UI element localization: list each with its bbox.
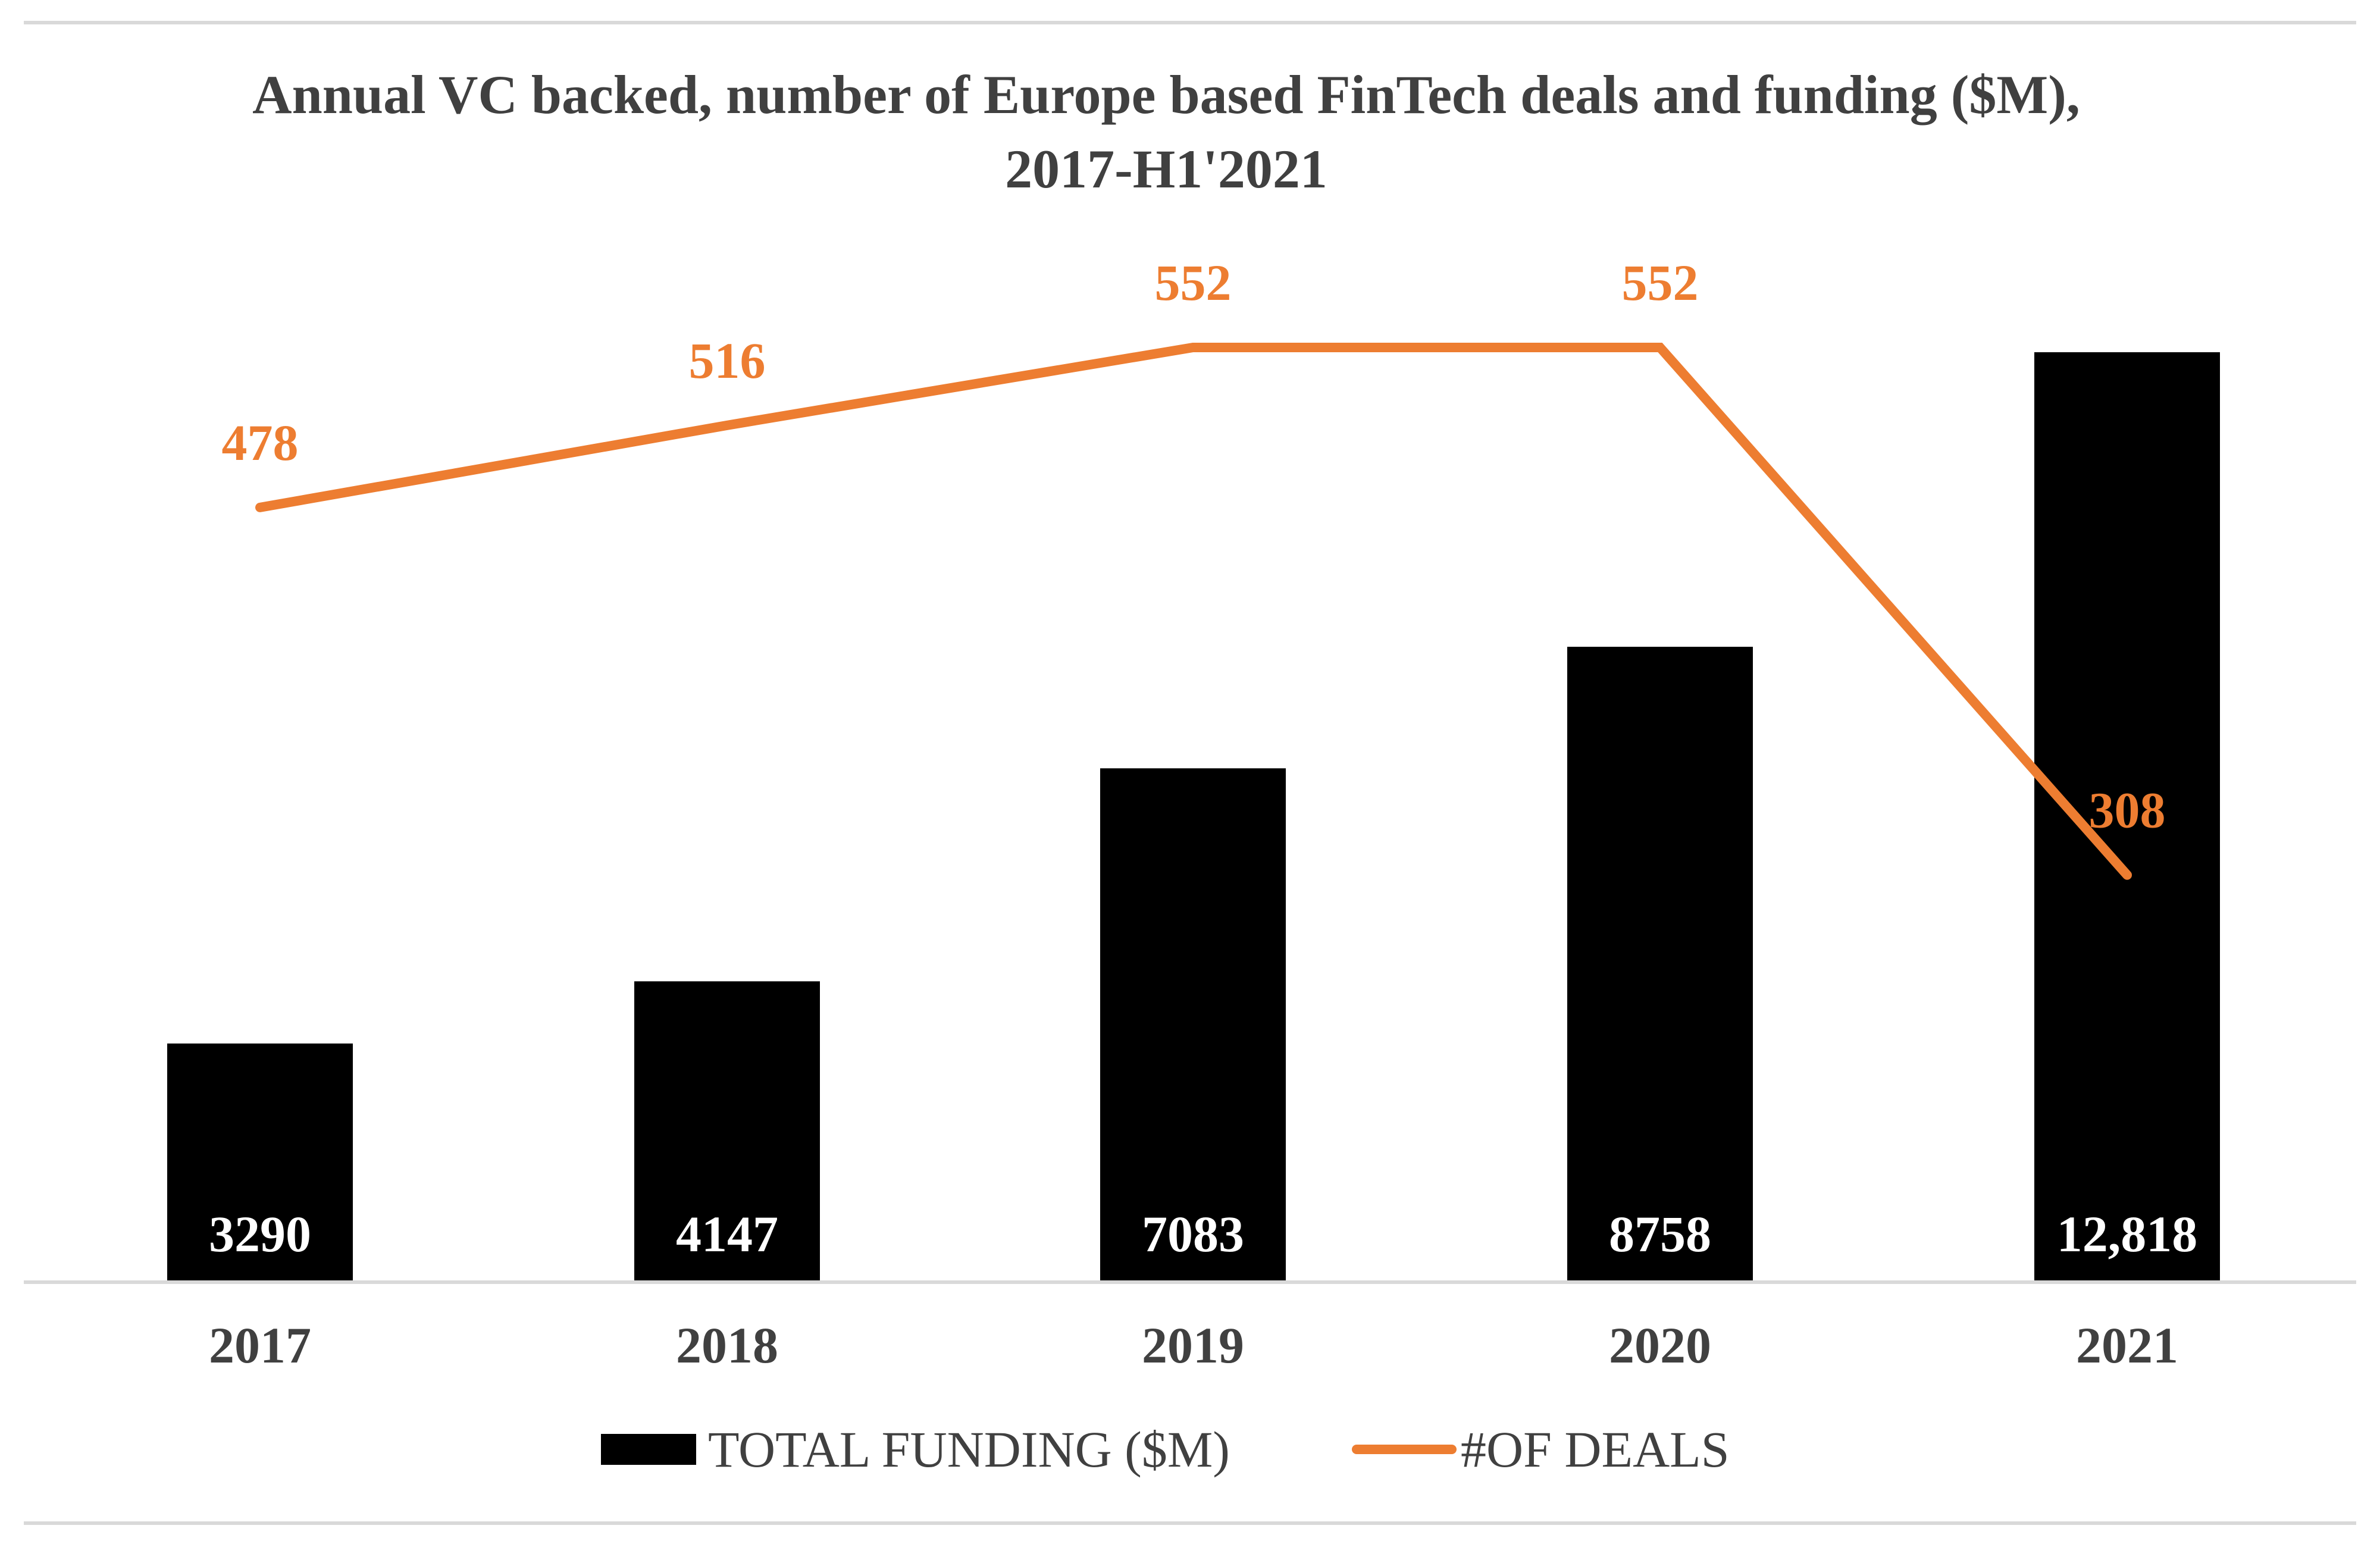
x-axis-tick-labels: 2017 2018 2019 2020 2021 [209, 1317, 2178, 1374]
deals-label-2017: 478 [222, 414, 299, 471]
bar-2020 [1567, 647, 1753, 1282]
bar-data-labels: 3290 4147 7083 8758 12,818 [209, 1205, 2197, 1263]
line-data-labels: 478 516 552 552 308 [222, 254, 2166, 839]
bar-2021 [2034, 352, 2220, 1282]
x-tick-2018: 2018 [676, 1317, 778, 1374]
bar-2017 [167, 1043, 353, 1282]
bar-label-2020: 8758 [1609, 1205, 1711, 1263]
bar-label-2021: 12,818 [2057, 1205, 2198, 1263]
deals-label-2018: 516 [689, 332, 766, 389]
legend-label-deals: #OF DEALS [1461, 1421, 1730, 1478]
bar-label-2018: 4147 [676, 1205, 778, 1263]
legend-label-total-funding: TOTAL FUNDING ($M) [708, 1421, 1230, 1478]
chart-title-line-1: Annual VC backed, number of Europe based… [252, 64, 2080, 125]
deals-label-2019: 552 [1155, 254, 1232, 311]
chart-title-line-2: 2017-H1'2021 [1005, 139, 1327, 199]
legend: TOTAL FUNDING ($M) #OF DEALS [601, 1421, 1730, 1478]
x-tick-2019: 2019 [1142, 1317, 1244, 1374]
bar-2018 [634, 981, 820, 1282]
line-series [255, 343, 2132, 880]
deals-label-2020: 552 [1622, 254, 1699, 311]
bar-series [167, 352, 2220, 1282]
legend-swatch-total-funding [601, 1434, 696, 1465]
bar-label-2017: 3290 [209, 1205, 311, 1263]
bar-label-2019: 7083 [1142, 1205, 1244, 1263]
x-tick-2021: 2021 [2076, 1317, 2178, 1374]
x-tick-2017: 2017 [209, 1317, 311, 1374]
deals-label-2021: 308 [2089, 782, 2166, 839]
x-tick-2020: 2020 [1609, 1317, 1711, 1374]
bar-2019 [1100, 768, 1286, 1282]
